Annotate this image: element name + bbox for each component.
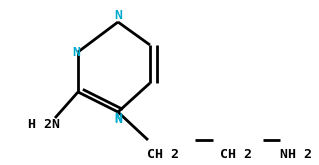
Text: NH 2: NH 2 [280,148,312,161]
Text: N: N [72,46,80,59]
Text: N: N [114,113,122,126]
Text: N: N [114,9,122,22]
Text: H 2N: H 2N [28,118,60,132]
Text: CH 2: CH 2 [147,148,179,161]
Text: N: N [114,112,122,125]
Text: CH 2: CH 2 [220,148,252,161]
